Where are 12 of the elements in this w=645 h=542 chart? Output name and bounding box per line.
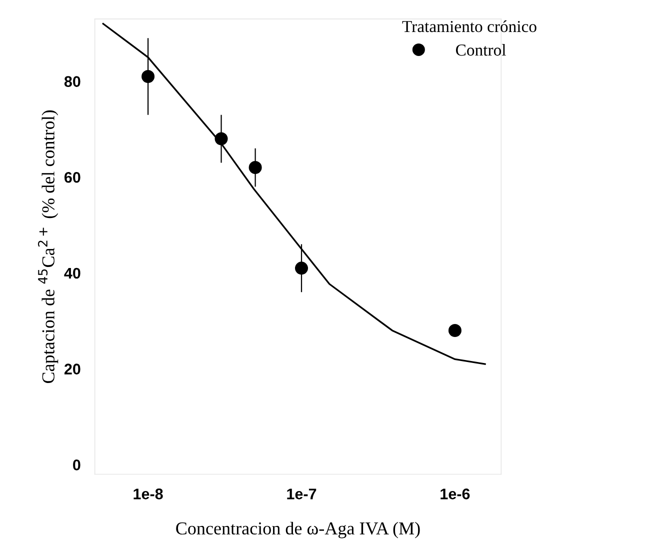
x-tick-label: 1e-8 — [134, 488, 163, 500]
y-tick-label: 60 — [64, 172, 80, 183]
x-axis-title: Concentracion de ω-Aga IVA (M) — [176, 522, 420, 538]
y-tick-label: 0 — [73, 460, 80, 470]
y-tick-label: 20 — [64, 364, 80, 375]
x-tick-label: 1e-6 — [440, 488, 470, 500]
x-tick-label: 1e-7 — [287, 488, 316, 500]
y-tick-label: 80 — [64, 76, 80, 87]
legend-title: Tratamiento crónico — [402, 20, 536, 32]
legend-label: Control — [456, 44, 506, 56]
y-axis-title: Captacion de $^{45}$Ca$^{2+}$ (% del control) — [38, 110, 58, 383]
y-tick-label: 40 — [64, 268, 80, 279]
